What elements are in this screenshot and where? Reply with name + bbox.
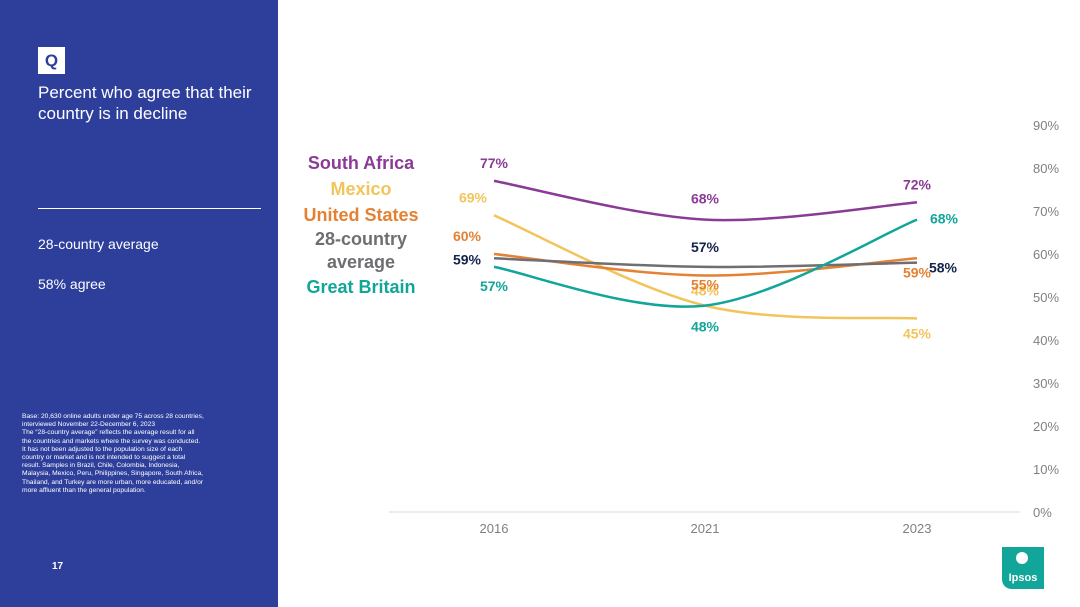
data-label-great-britain: 48% bbox=[691, 319, 720, 335]
data-label-great-britain: 68% bbox=[930, 211, 959, 227]
y-tick-label: 30% bbox=[1033, 376, 1059, 391]
legend-average-line2: average bbox=[326, 252, 396, 272]
data-label-united-states: 55% bbox=[691, 277, 720, 293]
data-label-average: 58% bbox=[929, 260, 958, 276]
data-label-average: 57% bbox=[691, 239, 720, 255]
page-number: 17 bbox=[52, 561, 64, 572]
legend-great-britain: Great Britain bbox=[306, 277, 416, 297]
legend-south-africa: South Africa bbox=[307, 153, 415, 173]
data-label-mexico: 48% bbox=[691, 283, 720, 299]
data-label-average: 59% bbox=[453, 251, 482, 267]
y-tick-label: 10% bbox=[1033, 462, 1059, 477]
average-label: 28-country average bbox=[38, 236, 159, 252]
data-label-great-britain: 57% bbox=[480, 278, 509, 294]
y-tick-label: 90% bbox=[1033, 118, 1059, 133]
legend-united-states: United States bbox=[303, 205, 419, 225]
legend-mexico: Mexico bbox=[330, 179, 392, 199]
chart-legend: South Africa Mexico United States 28-cou… bbox=[288, 150, 434, 300]
data-label-mexico: 69% bbox=[459, 189, 488, 205]
data-label-united-states: 60% bbox=[453, 228, 482, 244]
data-label-mexico: 45% bbox=[903, 326, 932, 342]
data-label-united-states: 59% bbox=[903, 264, 932, 280]
x-tick-label: 2021 bbox=[691, 521, 720, 536]
x-tick-label: 2016 bbox=[480, 521, 509, 536]
y-tick-label: 60% bbox=[1033, 247, 1059, 262]
note-line: Base: 20,630 online adults under age 75 … bbox=[22, 413, 204, 420]
x-tick-label: 2023 bbox=[903, 521, 932, 536]
average-value: 58% agree bbox=[38, 276, 106, 292]
data-label-south-africa: 72% bbox=[903, 176, 932, 192]
note-line: It has not been adjusted to the populati… bbox=[22, 445, 183, 453]
series-line-great-britain bbox=[493, 218, 918, 308]
logo-background bbox=[1002, 547, 1044, 589]
logo-text: Ipsos bbox=[1009, 572, 1038, 584]
note-line: the countries and markets where the surv… bbox=[22, 437, 201, 445]
sidebar-panel: Q Percent who agree that their country i… bbox=[0, 0, 278, 607]
y-tick-label: 0% bbox=[1033, 505, 1052, 520]
series-line-average bbox=[493, 257, 918, 269]
note-line: Malaysia, Mexico, Peru, Philippines, Sin… bbox=[22, 470, 204, 478]
note-line: more affluent than the general populatio… bbox=[22, 486, 146, 494]
question-badge: Q bbox=[38, 47, 65, 74]
logo-dot bbox=[1016, 552, 1028, 564]
sidebar-divider bbox=[38, 208, 261, 209]
y-tick-label: 70% bbox=[1033, 204, 1059, 219]
data-label-south-africa: 77% bbox=[480, 155, 509, 171]
ipsos-logo: Ipsos bbox=[1002, 547, 1044, 589]
slide-title: Percent who agree that their country is … bbox=[38, 83, 252, 123]
note-line: country or market and is not intended to… bbox=[22, 454, 186, 462]
note-line: interviewed November 22-December 6, 2023 bbox=[22, 421, 156, 429]
note-line: Thailand, and Turkey are more urban, mor… bbox=[22, 478, 204, 486]
data-label-south-africa: 68% bbox=[691, 191, 720, 207]
legend-average-line1: 28-country bbox=[314, 229, 408, 249]
methodology-note: Base: 20,630 online adults under age 75 … bbox=[22, 413, 247, 495]
y-tick-label: 50% bbox=[1033, 290, 1059, 305]
y-tick-label: 20% bbox=[1033, 419, 1059, 434]
y-tick-label: 40% bbox=[1033, 333, 1059, 348]
y-tick-label: 80% bbox=[1033, 161, 1059, 176]
series-line-south-africa bbox=[493, 179, 918, 222]
note-line: result. Samples in Brazil, Chile, Colomb… bbox=[22, 462, 180, 470]
note-line: The “28-country average” reflects the av… bbox=[22, 429, 195, 437]
